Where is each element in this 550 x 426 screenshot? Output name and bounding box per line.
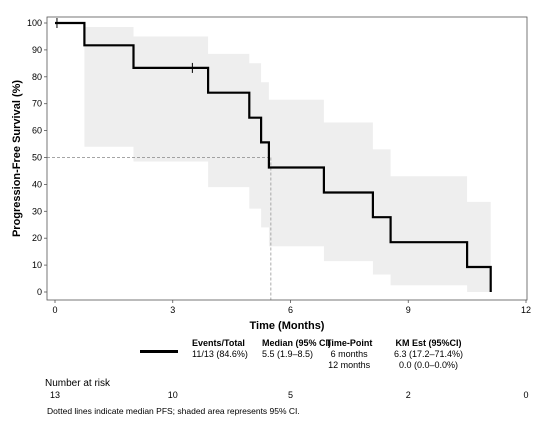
legend-timepoint-column: Time-Point 6 months 12 months	[326, 338, 372, 371]
x-axis-title: Time (Months)	[250, 320, 325, 332]
y-tick-label: 100	[27, 18, 42, 28]
legend-line-swatch	[140, 350, 178, 353]
legend-median-column: Median (95% CI) 5.5 (1.9–8.5)	[262, 338, 331, 360]
legend-timepoint-header: Time-Point	[326, 338, 373, 348]
risk-value: 5	[287, 390, 294, 400]
x-tick-label: 0	[52, 305, 57, 315]
plot-frame	[46, 16, 528, 301]
risk-table-title: Number at risk	[45, 378, 111, 389]
y-tick-label: 70	[32, 99, 42, 109]
x-tick-label: 12	[521, 305, 531, 315]
survival-curve	[55, 21, 492, 292]
y-tick-label: 90	[32, 45, 42, 55]
median-reference-layer	[47, 157, 272, 300]
y-tick-label: 80	[32, 72, 42, 82]
survival-curve-layer	[55, 21, 492, 292]
legend: Events/Total 11/13 (84.6%) Median (95% C…	[140, 338, 530, 378]
footnote: Dotted lines indicate median PFS; shaded…	[47, 406, 300, 416]
risk-value: 2	[405, 390, 411, 400]
y-tick-label: 40	[32, 179, 42, 189]
ci-band-layer	[55, 23, 491, 292]
censor-marks-layer	[56, 18, 193, 73]
legend-median-value: 5.5 (1.9–8.5)	[262, 349, 314, 359]
legend-km-6: 6.3 (17.2–71.4%)	[394, 349, 464, 359]
legend-km-12: 0.0 (0.0–0.0%)	[399, 360, 459, 370]
legend-km-column: KM Est (95%CI) 6.3 (17.2–71.4%) 0.0 (0.0…	[394, 338, 463, 371]
legend-timepoint-12: 12 months	[328, 360, 371, 370]
risk-value: 13	[49, 390, 61, 400]
risk-value: 0	[523, 390, 529, 400]
legend-timepoint-6: 6 months	[330, 349, 368, 359]
y-tick-label: 50	[32, 153, 42, 163]
y-axis-title: Progression-Free Survival (%)	[11, 80, 23, 237]
legend-km-header: KM Est (95%CI)	[395, 338, 462, 348]
x-tick-label: 3	[170, 305, 175, 315]
y-tick-label: 10	[32, 260, 42, 270]
legend-events-column: Events/Total 11/13 (84.6%)	[192, 338, 248, 360]
risk-value: 10	[167, 390, 178, 400]
x-tick-label: 6	[288, 305, 293, 315]
legend-events-header: Events/Total	[192, 338, 245, 348]
legend-events-value: 11/13 (84.6%)	[192, 349, 248, 359]
y-tick-label: 20	[32, 233, 42, 243]
y-tick-label: 0	[37, 287, 42, 297]
y-tick-label: 30	[32, 206, 42, 216]
y-tick-label: 60	[32, 126, 42, 136]
ci-band	[55, 23, 491, 292]
x-tick-label: 9	[406, 305, 411, 315]
legend-median-header: Median (95% CI)	[262, 338, 332, 348]
axes-layer: 0 10 20 30 40 50 60 70 80 90 100 0 3 6 9 12	[27, 16, 531, 315]
km-chart: 0 10 20 30 40 50 60 70 80 90 100 0 3 6 9 12 Time (Month…	[11, 16, 531, 332]
